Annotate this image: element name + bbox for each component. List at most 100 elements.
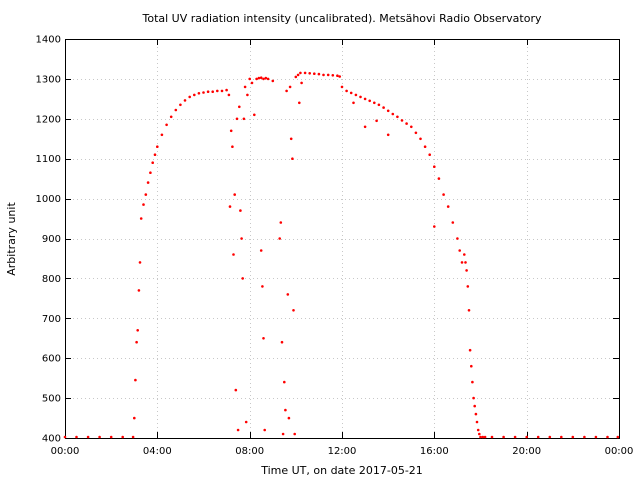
data-point <box>525 435 528 439</box>
x-tick-label: 20:00 <box>512 446 541 457</box>
data-point <box>338 75 342 78</box>
data-point <box>456 237 459 240</box>
data-point <box>410 125 413 129</box>
data-point <box>231 145 234 148</box>
data-point <box>255 77 258 81</box>
x-tick-label: 04:00 <box>143 446 172 457</box>
data-point <box>278 237 282 240</box>
chart-title: Total UV radiation intensity (uncalibrat… <box>142 12 542 25</box>
data-point <box>233 193 236 196</box>
data-point <box>354 93 358 97</box>
y-axis-label: Arbitrary unit <box>5 202 18 276</box>
data-point <box>234 388 238 392</box>
data-point <box>188 95 191 99</box>
data-point <box>228 205 232 208</box>
data-point <box>284 408 287 412</box>
data-point <box>134 378 137 382</box>
data-point <box>359 95 362 99</box>
data-point <box>382 106 385 109</box>
data-point <box>257 76 261 80</box>
data-point <box>216 89 219 93</box>
data-point <box>466 285 470 288</box>
data-point <box>63 435 67 439</box>
data-point <box>287 416 291 420</box>
data-point <box>428 153 432 156</box>
data-point <box>248 77 251 81</box>
data-point <box>463 253 466 256</box>
data-point <box>322 73 325 77</box>
x-tick-label: 16:00 <box>420 446 449 457</box>
data-point <box>75 435 78 439</box>
data-point <box>583 435 586 439</box>
y-tick-label: 500 <box>42 394 61 405</box>
data-point <box>594 435 598 439</box>
data-point <box>160 133 164 137</box>
data-point <box>405 122 408 125</box>
y-tick-label: 700 <box>42 314 61 325</box>
data-point <box>131 435 135 439</box>
data-point <box>479 435 482 439</box>
data-point <box>433 165 436 168</box>
data-point <box>149 171 152 174</box>
y-tick-label: 1400 <box>36 35 61 46</box>
data-point <box>259 76 263 79</box>
data-point <box>259 249 263 252</box>
x-tick-label: 12:00 <box>328 446 357 457</box>
data-point <box>246 93 249 97</box>
data-point <box>536 435 540 439</box>
data-point <box>470 364 473 368</box>
data-points <box>63 71 620 439</box>
data-point <box>240 237 243 240</box>
data-point <box>317 72 321 76</box>
data-point <box>419 137 422 141</box>
data-point <box>291 157 294 160</box>
data-point <box>279 221 283 224</box>
data-point <box>262 77 265 81</box>
data-point <box>142 203 145 206</box>
data-point <box>235 117 239 121</box>
x-axis-label: Time UT, on date 2017-05-21 <box>260 464 423 477</box>
data-point <box>202 91 205 94</box>
data-point <box>136 329 139 332</box>
data-point <box>174 108 178 112</box>
data-point <box>146 181 150 184</box>
data-point <box>211 90 214 93</box>
x-tick-label: 00:00 <box>605 446 634 457</box>
x-tick-label: 00:00 <box>51 446 80 457</box>
data-point <box>285 89 288 93</box>
data-point <box>242 117 246 121</box>
data-point <box>206 90 210 93</box>
data-point <box>313 72 316 75</box>
data-point <box>250 81 254 85</box>
data-point <box>442 193 445 196</box>
data-point <box>471 380 474 384</box>
data-point <box>373 101 376 105</box>
data-point <box>286 293 290 296</box>
data-point <box>548 435 552 439</box>
data-point <box>513 435 517 439</box>
data-point <box>423 145 427 148</box>
data-point <box>296 73 300 77</box>
x-tick-labels: 00:00 04:00 08:00 12:00 16:00 20:00 00:00 <box>51 446 634 457</box>
data-point <box>468 348 472 352</box>
data-point <box>363 97 367 101</box>
data-point <box>225 88 228 92</box>
data-point <box>331 74 335 77</box>
data-point <box>481 435 485 439</box>
data-point <box>478 432 481 436</box>
data-point <box>300 81 303 85</box>
y-tick-label: 1000 <box>36 194 61 205</box>
data-point <box>396 115 399 119</box>
data-point <box>368 99 372 103</box>
data-point <box>336 74 339 77</box>
data-point <box>197 92 201 95</box>
y-tick-labels: 400 500 600 700 800 900 1000 1100 1200 1300 1400 <box>36 35 61 445</box>
data-point <box>474 412 478 416</box>
data-point <box>239 209 242 212</box>
y-tick-label: 1100 <box>36 154 61 165</box>
data-point <box>86 435 90 439</box>
data-point <box>386 109 390 113</box>
data-point <box>109 435 113 439</box>
data-point <box>400 119 404 122</box>
